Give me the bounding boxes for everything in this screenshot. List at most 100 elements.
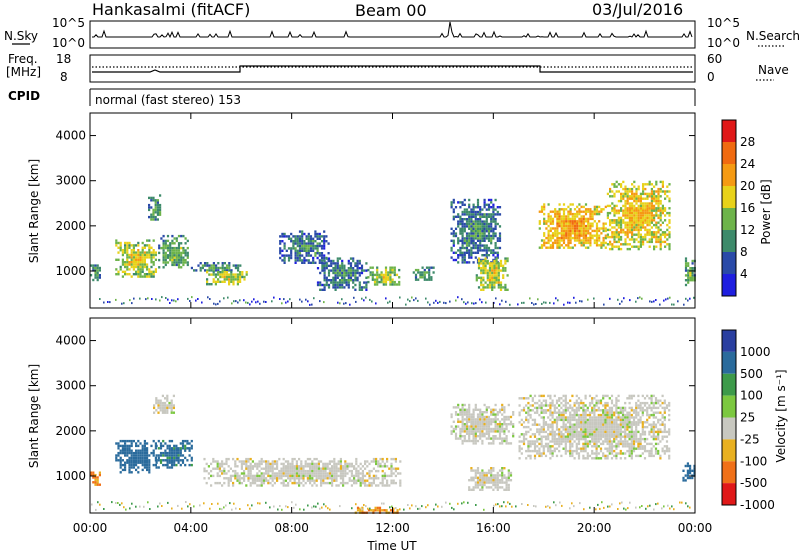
power-colorbar-swatch bbox=[722, 230, 736, 252]
echo-cell-8 bbox=[597, 433, 600, 436]
echo-cell-7 bbox=[321, 269, 324, 272]
echo-cell-6 bbox=[457, 425, 460, 428]
echo-cell-2 bbox=[175, 456, 178, 460]
echo-cell-12 bbox=[540, 246, 544, 249]
echo-cell-12 bbox=[562, 208, 566, 211]
echo-cell-4 bbox=[273, 472, 276, 475]
echo-cell-12 bbox=[595, 224, 599, 228]
echo-cell-1 bbox=[154, 442, 157, 445]
echo-cell-13 bbox=[622, 192, 625, 196]
echo-cell-8 bbox=[613, 404, 616, 407]
echo-cell-8 bbox=[525, 418, 528, 422]
echo-cell-14 bbox=[691, 274, 694, 277]
echo-cell-10 bbox=[494, 220, 497, 223]
echo-cell-13 bbox=[624, 207, 627, 210]
echo-cell-4 bbox=[284, 467, 287, 470]
echo-cell-8 bbox=[586, 433, 589, 436]
echo-cell-13 bbox=[620, 221, 623, 224]
echo-cell-7 bbox=[349, 276, 353, 279]
echo-cell-8 bbox=[595, 428, 598, 431]
echo-cell-7 bbox=[476, 486, 480, 489]
echo-cell-12 bbox=[558, 212, 561, 216]
echo-cell-6 bbox=[463, 437, 466, 440]
echo-cell-12 bbox=[598, 212, 601, 216]
echo-cell-8 bbox=[584, 457, 587, 460]
echo-cell-10 bbox=[476, 249, 480, 252]
echo-cell-4 bbox=[201, 264, 204, 267]
echo-cell-8 bbox=[560, 397, 563, 400]
echo-cell-13 bbox=[626, 195, 629, 198]
echo-cell-8 bbox=[378, 276, 381, 279]
echo-cell-12 bbox=[560, 222, 563, 225]
echo-cell-1 bbox=[152, 239, 155, 242]
echo-cell-8 bbox=[564, 428, 567, 431]
echo-cell-7 bbox=[485, 479, 488, 482]
echo-cell-13 bbox=[631, 190, 634, 193]
echo-cell-4 bbox=[214, 467, 217, 470]
echo-cell-8 bbox=[593, 437, 596, 441]
echo-cell-8 bbox=[538, 404, 541, 407]
echo-cell-6 bbox=[294, 242, 297, 245]
clutter-cell bbox=[187, 297, 189, 300]
echo-cell-13 bbox=[633, 223, 636, 227]
echo-cell-6 bbox=[279, 247, 282, 250]
echo-cell-12 bbox=[560, 215, 563, 218]
echo-cell-7 bbox=[354, 283, 357, 287]
echo-cell-13 bbox=[653, 195, 656, 198]
echo-cell-4 bbox=[304, 465, 307, 468]
echo-cell-8 bbox=[536, 440, 539, 443]
echo-cell-4 bbox=[375, 460, 378, 463]
echo-cell-6 bbox=[307, 235, 310, 238]
echo-cell-12 bbox=[571, 222, 574, 225]
echo-cell-12 bbox=[543, 222, 546, 225]
echo-cell-7 bbox=[349, 271, 353, 275]
echo-cell-7 bbox=[356, 267, 359, 270]
echo-cell-9 bbox=[428, 268, 431, 272]
echo-cell-4 bbox=[228, 264, 231, 267]
echo-cell-6 bbox=[505, 435, 508, 438]
echo-cell-10 bbox=[490, 218, 493, 221]
echo-cell-9 bbox=[421, 276, 424, 279]
echo-cell-8 bbox=[615, 399, 618, 402]
echo-cell-8 bbox=[630, 425, 633, 429]
echo-cell-8 bbox=[555, 433, 559, 436]
echo-cell-1 bbox=[128, 447, 131, 450]
echo-cell-6 bbox=[320, 235, 324, 238]
echo-cell-13 bbox=[642, 207, 645, 210]
echo-cell-8 bbox=[573, 433, 576, 436]
clutter-cell bbox=[265, 301, 267, 303]
echo-cell-12 bbox=[595, 205, 599, 209]
echo-cell-6 bbox=[483, 432, 486, 435]
echo-cell-11 bbox=[484, 286, 487, 289]
echo-cell-8 bbox=[580, 435, 583, 438]
echo-cell-14 bbox=[684, 283, 688, 287]
echo-cell-4 bbox=[236, 477, 239, 480]
echo-cell-10 bbox=[496, 239, 499, 242]
echo-cell-8 bbox=[582, 454, 585, 458]
echo-cell-8 bbox=[580, 399, 583, 402]
echo-cell-13 bbox=[624, 240, 627, 244]
echo-cell-8 bbox=[610, 440, 614, 443]
echo-cell-6 bbox=[294, 256, 297, 260]
echo-cell-4 bbox=[226, 264, 229, 267]
echo-cell-8 bbox=[566, 428, 570, 431]
echo-cell-8 bbox=[595, 418, 598, 422]
echo-cell-8 bbox=[562, 447, 565, 450]
echo-cell-13 bbox=[631, 214, 634, 217]
echo-cell-13 bbox=[644, 228, 647, 232]
echo-cell-7 bbox=[503, 481, 506, 484]
echo-cell-13 bbox=[624, 231, 627, 234]
echo-cell-10 bbox=[476, 239, 480, 242]
echo-cell-8 bbox=[577, 406, 581, 410]
echo-cell-8 bbox=[560, 416, 563, 419]
echo-cell-12 bbox=[580, 239, 583, 242]
echo-cell-12 bbox=[556, 212, 559, 216]
echo-cell-8 bbox=[577, 418, 581, 422]
echo-cell-10 bbox=[498, 213, 502, 216]
echo-cell-10 bbox=[479, 222, 482, 226]
echo-cell-1 bbox=[143, 275, 146, 278]
echo-cell-8 bbox=[551, 399, 554, 402]
echo-cell-13 bbox=[657, 235, 660, 239]
echo-cell-8 bbox=[569, 437, 572, 441]
echo-cell-6 bbox=[479, 427, 482, 431]
